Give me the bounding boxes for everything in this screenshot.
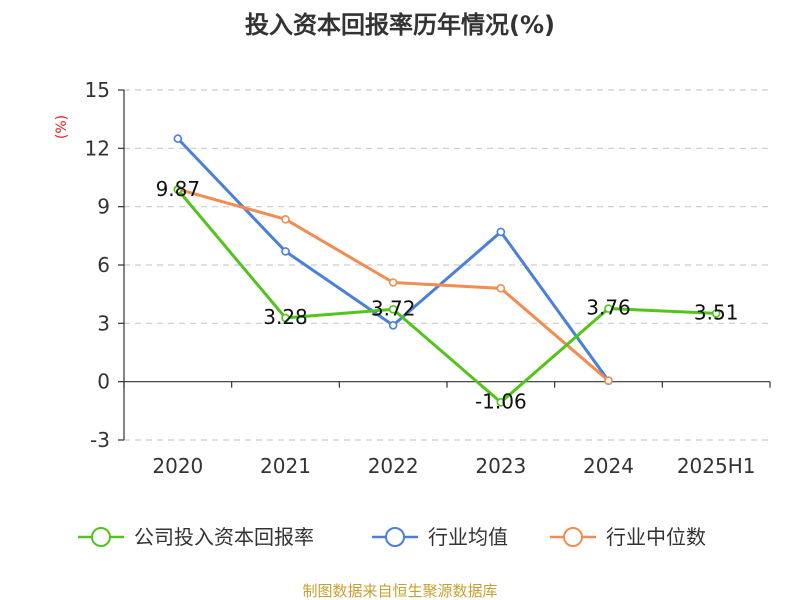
data-point [388, 320, 398, 330]
x-tick-label: 2022 [368, 454, 419, 478]
data-point [604, 304, 613, 313]
data-point [173, 134, 183, 143]
legend-label: 行业均值 [428, 525, 508, 549]
data-point [388, 305, 398, 314]
data-label: 3.72 [371, 296, 416, 320]
y-tick-label: 15 [85, 78, 110, 102]
axis-layer: 15 12 9 6 3 0 -3 2020 2021 2022 2023 2024 2025H1 [85, 78, 771, 478]
data-label-layer: 9.87 3.28 3.72 -1.06 3.76 3.51 [156, 177, 739, 414]
x-tick-label: 2020 [152, 454, 203, 478]
data-label: 3.51 [694, 300, 739, 324]
legend-label: 行业中位数 [606, 525, 706, 549]
data-point [281, 247, 290, 256]
y-axis-unit-label: (%) [54, 115, 70, 139]
x-tick-label: 2023 [475, 454, 526, 478]
data-label: -1.06 [475, 389, 527, 413]
x-tick-label: 2024 [583, 454, 634, 478]
series-layer [173, 134, 721, 407]
grid-layer [124, 89, 770, 441]
x-tick-label: 2025H1 [677, 454, 756, 478]
x-tick-label: 2021 [260, 454, 311, 478]
data-point [496, 284, 506, 293]
data-point [496, 397, 506, 407]
y-tick-label: 12 [85, 136, 110, 160]
data-point [496, 227, 506, 237]
legend-swatch-marker [385, 527, 405, 547]
series-line [176, 188, 718, 404]
data-point [388, 278, 398, 287]
series-line [176, 137, 610, 383]
legend-swatch-marker [563, 527, 583, 547]
chart-title: 投入资本回报率历年情况(%) [245, 11, 555, 39]
y-tick-label: 3 [97, 311, 110, 335]
data-point [281, 215, 290, 224]
legend: 公司投入资本回报率 行业均值 行业中位数 [78, 525, 706, 549]
data-label: 3.28 [263, 305, 308, 329]
data-label: 3.76 [586, 296, 631, 320]
y-tick-label: 9 [97, 195, 110, 219]
data-label: 9.87 [156, 177, 201, 201]
y-tick-label: -3 [90, 428, 110, 452]
data-point [604, 376, 613, 385]
data-point [173, 185, 183, 195]
data-point [281, 313, 290, 323]
legend-label: 公司投入资本回报率 [134, 525, 314, 549]
y-tick-label: 0 [97, 370, 110, 394]
data-point [711, 309, 721, 318]
y-tick-label: 6 [97, 253, 110, 277]
legend-swatch-marker [91, 527, 111, 547]
source-note: 制图数据来自恒生聚源数据库 [302, 582, 497, 600]
